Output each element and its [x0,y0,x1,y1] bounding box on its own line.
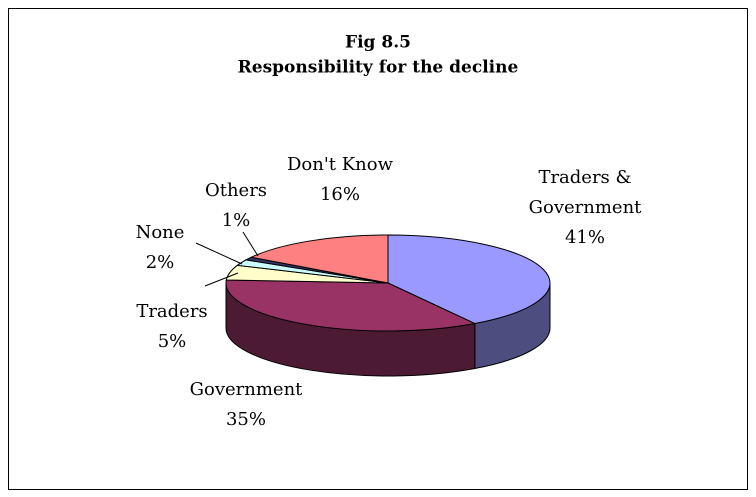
data-label-name: Traders [136,301,207,322]
data-label-value: 2% [146,252,175,273]
chart-title: Fig 8.5 [345,33,411,53]
data-label-name: None [136,222,185,243]
leader-line [242,231,259,257]
pie-slice [249,234,389,284]
data-label-value: 16% [320,184,360,205]
pie-slice [225,279,477,332]
data-label-value: 1% [222,210,251,231]
data-label-name: Government [190,379,304,400]
data-label-value: 5% [158,331,187,352]
leader-line [204,272,239,287]
data-label-value: 41% [565,227,605,248]
leader-line [195,242,243,265]
data-label-name: Don't Know [287,154,394,175]
data-label-name: Others [205,180,267,201]
data-label-name: Traders & Government [529,167,643,218]
data-label-value: 35% [226,409,266,430]
chart-subtitle: Responsibility for the decline [238,58,519,78]
